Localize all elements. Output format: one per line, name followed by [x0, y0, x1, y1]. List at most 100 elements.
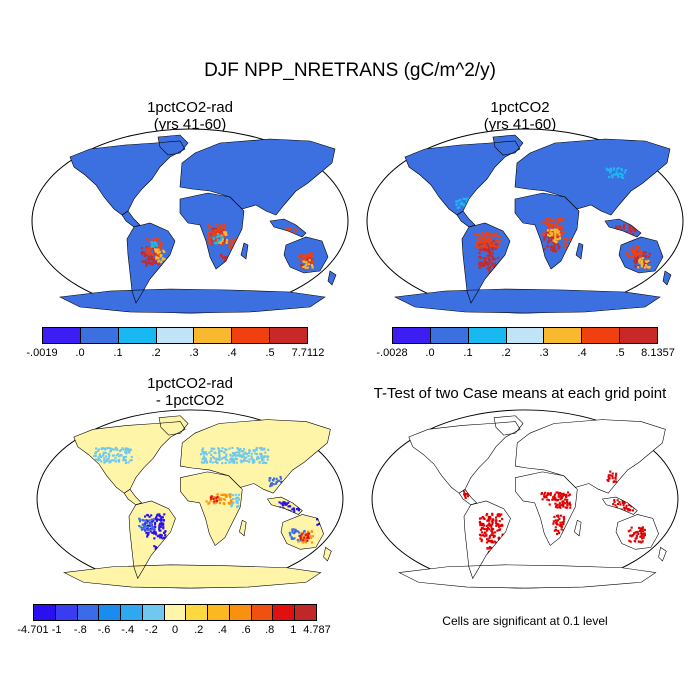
- grid-cell: [225, 233, 228, 236]
- grid-cell: [553, 495, 556, 498]
- grid-cell: [487, 250, 490, 253]
- grid-cell: [229, 247, 232, 250]
- grid-cell: [150, 258, 153, 261]
- grid-cell: [620, 175, 623, 179]
- grid-cell: [487, 518, 490, 521]
- grid-cell: [122, 448, 125, 451]
- grid-cell: [478, 261, 481, 264]
- grid-cell: [485, 514, 488, 517]
- grid-cell: [491, 258, 495, 261]
- grid-cell: [555, 505, 558, 508]
- grid-cell: [484, 232, 487, 236]
- grid-cell: [220, 254, 223, 257]
- grid-cell: [257, 457, 261, 460]
- coastline-australia: [283, 236, 329, 274]
- grid-cell: [114, 457, 117, 460]
- colorbar-tick-label: .6: [241, 624, 251, 636]
- grid-cell: [236, 447, 239, 450]
- grid-cell: [549, 492, 553, 495]
- grid-cell: [202, 455, 206, 458]
- colorbar-swatch: [156, 328, 195, 343]
- grid-cell: [228, 245, 231, 248]
- grid-cell: [152, 241, 155, 245]
- grid-cell: [250, 457, 253, 460]
- grid-cell: [647, 259, 650, 262]
- grid-cell: [278, 501, 281, 504]
- grid-cell: [294, 528, 297, 532]
- grid-cell: [210, 497, 213, 500]
- grid-cell: [622, 227, 626, 230]
- grid-cell: [640, 537, 644, 540]
- grid-cell: [160, 522, 163, 525]
- grid-cell: [225, 238, 229, 242]
- colorbar-swatch: [295, 605, 316, 620]
- grid-cell: [619, 226, 622, 229]
- grid-cell: [95, 450, 98, 454]
- grid-cell: [138, 524, 141, 528]
- grid-cell: [611, 175, 614, 178]
- grid-cell: [225, 448, 228, 451]
- grid-cell: [613, 499, 616, 502]
- land-north-america: [70, 141, 185, 215]
- grid-cell: [489, 244, 493, 248]
- grid-cell: [547, 239, 551, 242]
- grid-cell: [611, 176, 614, 179]
- grid-cell: [550, 224, 553, 228]
- grid-cell: [496, 514, 499, 517]
- grid-cell: [490, 527, 493, 530]
- grid-cell: [551, 245, 554, 249]
- grid-cell: [559, 217, 562, 220]
- grid-cell: [162, 536, 166, 539]
- grid-cell: [608, 175, 611, 179]
- colorbar-tick-label: .3: [189, 347, 199, 359]
- grid-cell: [554, 224, 557, 227]
- grid-cell: [490, 262, 493, 265]
- grid-cell: [306, 266, 310, 269]
- colorbar-tick-label: .0: [425, 347, 435, 359]
- grid-cell: [147, 250, 150, 253]
- grid-cell: [293, 537, 296, 540]
- colorbar-tick-label: .8: [265, 624, 275, 636]
- grid-cell: [474, 245, 477, 248]
- grid-cell: [552, 234, 556, 237]
- grid-cell: [499, 524, 502, 528]
- grid-cell: [556, 228, 559, 231]
- coastline-north-america: [69, 140, 186, 216]
- grid-cell: [104, 460, 107, 463]
- grid-cell: [129, 459, 132, 462]
- grid-cell: [552, 239, 555, 242]
- grid-cell: [95, 447, 98, 450]
- colorbar-swatch: [430, 328, 469, 343]
- panel-title-line2: (yrs 41-60): [153, 116, 227, 133]
- grid-cell: [222, 256, 225, 260]
- grid-cell: [235, 238, 238, 241]
- grid-cell: [215, 501, 218, 504]
- grid-cell: [230, 504, 233, 507]
- grid-cell: [648, 260, 651, 264]
- grid-cell: [557, 230, 560, 233]
- grid-cell: [231, 452, 235, 455]
- grid-cell: [645, 260, 648, 264]
- grid-cell: [634, 537, 637, 540]
- grid-cell: [563, 241, 567, 244]
- grid-cell: [636, 530, 639, 533]
- grid-cell: [158, 238, 161, 241]
- grid-cell: [207, 234, 210, 237]
- grid-cell: [629, 228, 632, 231]
- grid-cell: [147, 255, 151, 258]
- grid-cell: [217, 450, 221, 453]
- grid-cell: [636, 260, 639, 263]
- grid-cell: [100, 455, 103, 459]
- grid-cell: [482, 522, 485, 526]
- grid-cell: [617, 167, 620, 170]
- grid-cell: [260, 457, 263, 460]
- grid-cell: [159, 533, 162, 536]
- grid-cell: [223, 235, 226, 238]
- grid-cell: [155, 260, 158, 263]
- grid-cell: [109, 449, 113, 452]
- colorbar-swatch: [273, 605, 296, 620]
- grid-cell: [543, 496, 546, 499]
- grid-cell: [222, 240, 225, 243]
- grid-cell: [297, 539, 300, 542]
- grid-cell: [311, 252, 314, 255]
